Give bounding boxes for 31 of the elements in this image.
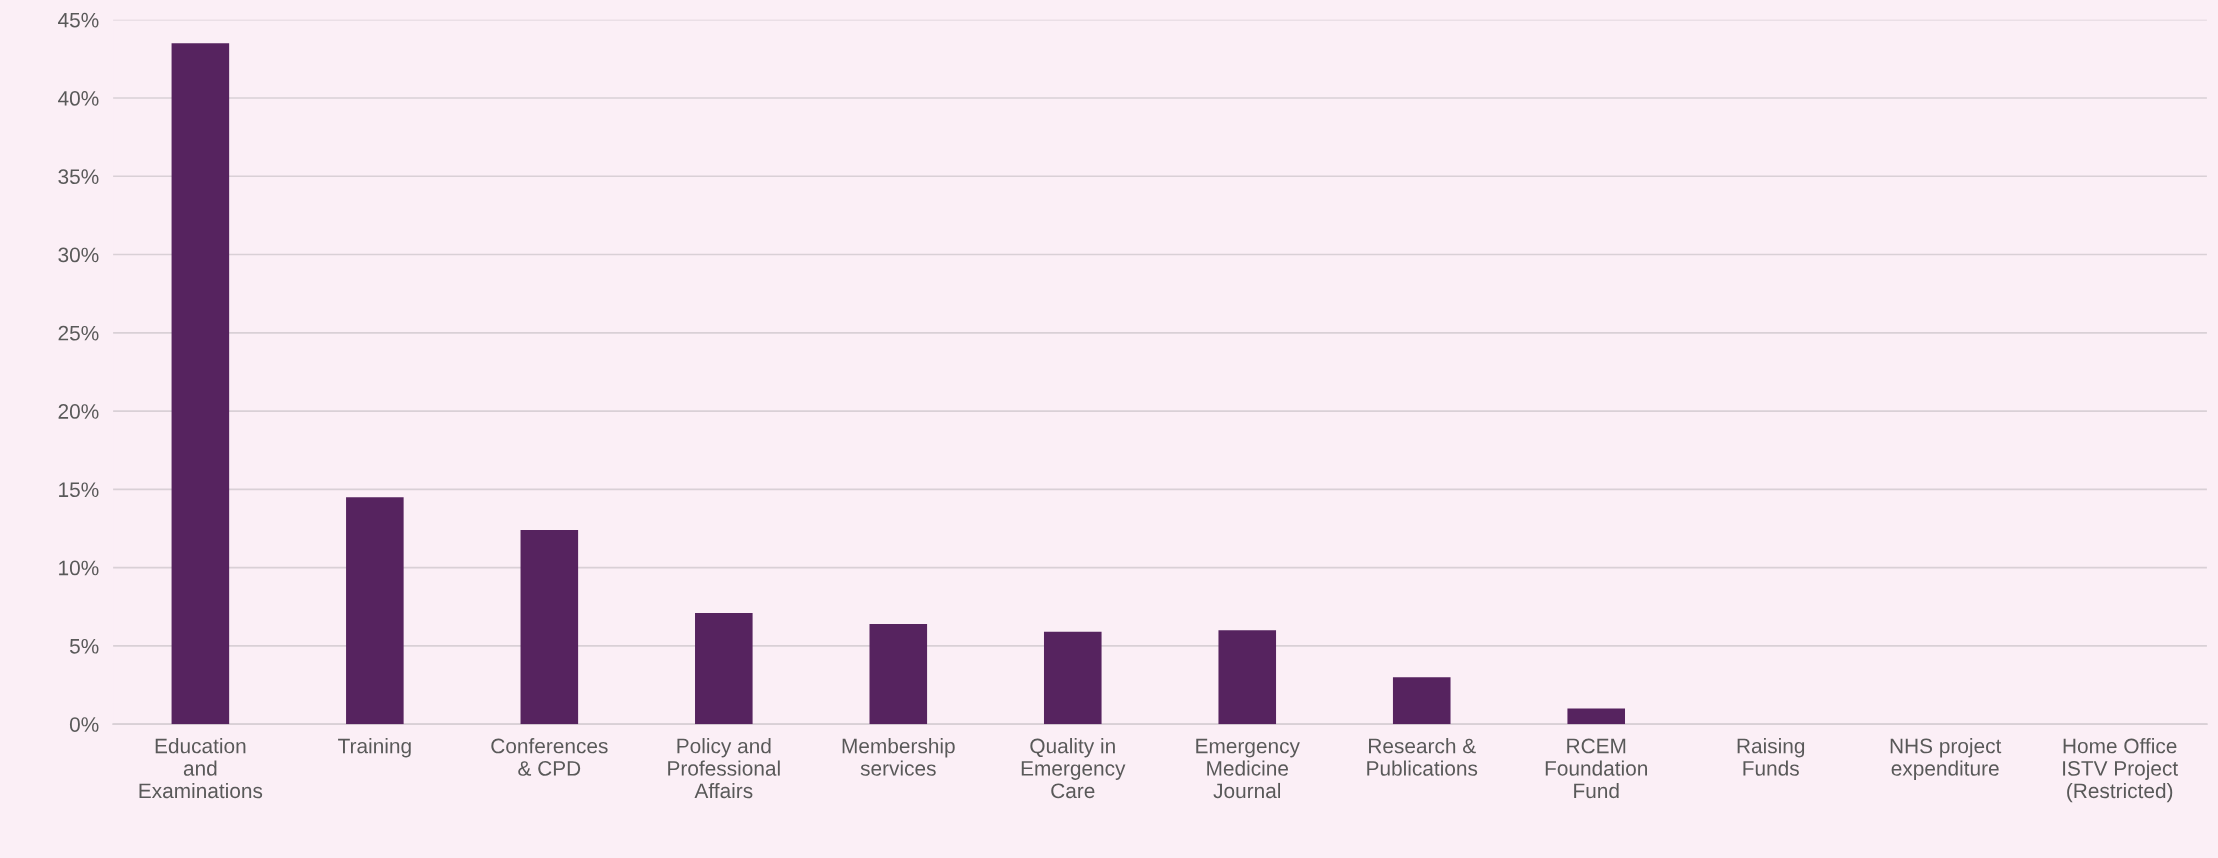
x-tick-label: RCEM Foundation Fund	[1545, 738, 1647, 799]
x-tick-label: Training	[338, 738, 411, 758]
bar	[1567, 708, 1626, 725]
x-tick-label: Policy and Professional Affairs	[668, 738, 780, 799]
y-tick-label: 25%	[58, 325, 99, 341]
x-tick-label: Emergency Medicine Journal	[1196, 738, 1300, 799]
x-tick-label: Quality in Emergency Care	[1021, 738, 1126, 799]
y-tick-label: 45%	[58, 12, 99, 28]
bar	[171, 43, 230, 725]
y-tick-label: 10%	[59, 560, 99, 576]
bar	[520, 530, 579, 725]
y-tick-label: 5%	[69, 638, 99, 654]
x-tick-label: Membership services	[842, 738, 955, 776]
x-tick-label: Home Office ISTV Project (Restricted)	[2063, 738, 2178, 803]
y-tick-label: 30%	[58, 247, 99, 263]
y-tick-label: 0%	[69, 717, 99, 732]
y-tick-label: 40%	[58, 91, 99, 106]
x-tick-label: NHS project expenditure	[1890, 738, 2002, 780]
bar	[695, 613, 753, 725]
x-tick-label: Raising Funds	[1737, 738, 1805, 776]
x-tick-label: Conferences & CPD	[491, 738, 608, 776]
y-tick-label: 20%	[58, 404, 99, 419]
x-tick-label: Education and Examinations	[139, 738, 263, 799]
bar	[1218, 630, 1277, 725]
bar	[346, 497, 404, 725]
bar	[1043, 631, 1102, 725]
bar	[869, 623, 928, 725]
y-tick-label: 35%	[58, 169, 99, 185]
x-tick-label: Research & Publications	[1367, 738, 1478, 776]
bar	[1392, 677, 1451, 725]
y-tick-label: 15%	[59, 482, 99, 498]
